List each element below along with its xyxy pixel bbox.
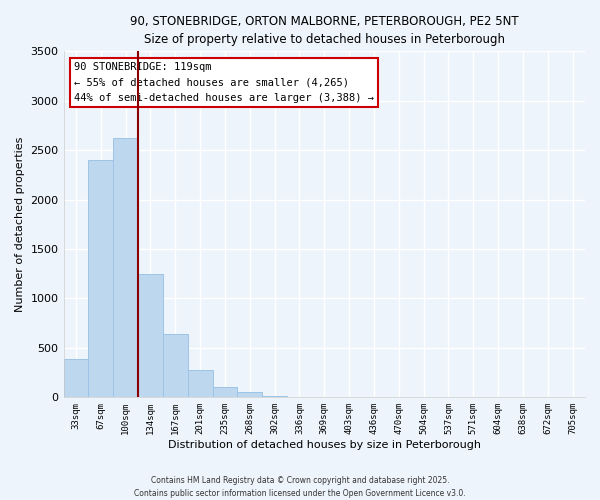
Bar (188, 370, 212, 398)
Bar (113, 138, 138, 398)
Text: 90 STONEBRIDGE: 119sqm
← 55% of detached houses are smaller (4,265)
44% of semi-: 90 STONEBRIDGE: 119sqm ← 55% of detached… (74, 62, 374, 103)
Bar (163, 334, 188, 398)
Bar (138, 274, 163, 398)
Bar (88, 160, 113, 398)
Text: Contains HM Land Registry data © Crown copyright and database right 2025.
Contai: Contains HM Land Registry data © Crown c… (134, 476, 466, 498)
X-axis label: Distribution of detached houses by size in Peterborough: Distribution of detached houses by size … (168, 440, 481, 450)
Y-axis label: Number of detached properties: Number of detached properties (15, 136, 25, 312)
Bar (238, 392, 262, 398)
Title: 90, STONEBRIDGE, ORTON MALBORNE, PETERBOROUGH, PE2 5NT
Size of property relative: 90, STONEBRIDGE, ORTON MALBORNE, PETERBO… (130, 15, 518, 46)
Bar (64, 359, 88, 398)
Bar (212, 387, 238, 398)
Bar (262, 396, 287, 398)
